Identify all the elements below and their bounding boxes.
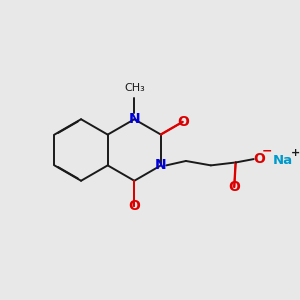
Text: CH₃: CH₃ xyxy=(124,83,145,93)
Text: O: O xyxy=(128,199,140,213)
Text: N: N xyxy=(155,158,167,172)
Text: O: O xyxy=(229,180,240,194)
Text: Na: Na xyxy=(272,154,292,167)
Text: −: − xyxy=(261,145,272,158)
Text: O: O xyxy=(253,152,265,166)
Text: O: O xyxy=(177,115,189,129)
Text: +: + xyxy=(291,148,300,158)
Text: N: N xyxy=(128,112,140,126)
